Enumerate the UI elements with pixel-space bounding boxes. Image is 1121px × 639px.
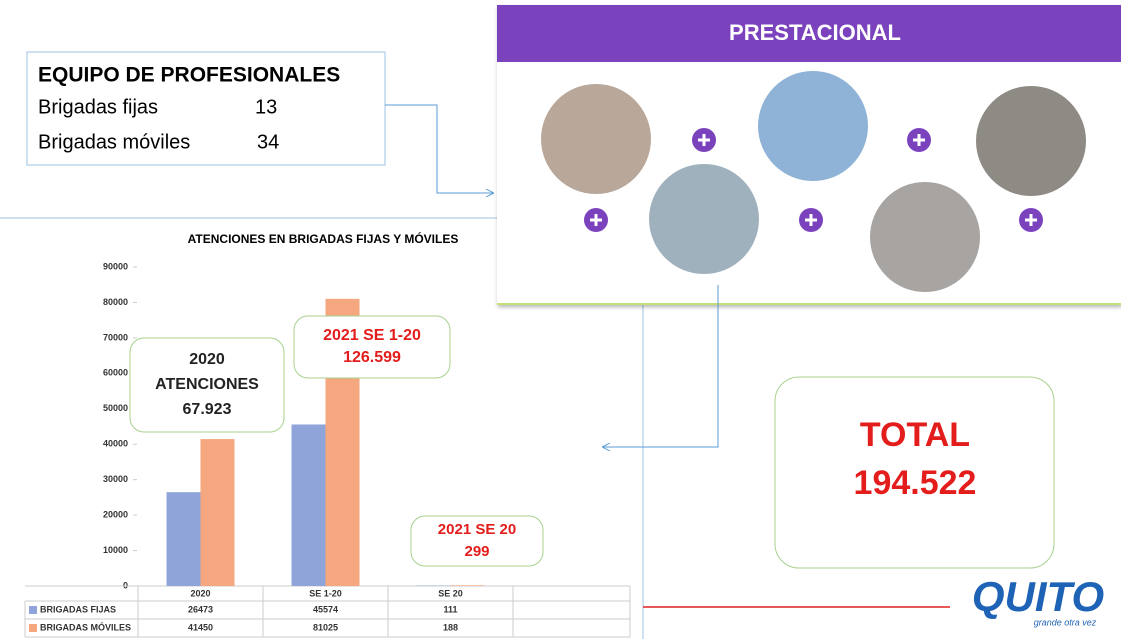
team-title: EQUIPO DE PROFESIONALES [38,64,340,87]
table-value: 45574 [313,604,338,614]
team-value: 13 [255,96,277,118]
callout-text: 2020 [189,351,225,368]
y-tick-label: 50000 [103,403,128,413]
connector [603,285,719,447]
photo [758,71,868,181]
table-value: 41450 [188,622,213,632]
x-tick-label: SE 1-20 [309,588,342,598]
bar [166,492,201,586]
table-value: 81025 [313,622,338,632]
bar [450,585,485,586]
connector [385,104,493,193]
total-box [774,376,1055,569]
panel-title: PRESTACIONAL [729,20,901,45]
callout-text: 67.923 [183,401,232,418]
callout-text: 2021 SE 20 [438,521,516,538]
y-tick-label: 30000 [103,474,128,484]
table-value: 26473 [188,604,213,614]
bar [291,424,326,586]
y-tick-label: 20000 [103,509,128,519]
plus-signs [590,134,1037,226]
callout-text: ATENCIONES [155,376,259,393]
team-box [26,51,386,166]
legend-swatch [29,606,37,614]
table-value: 111 [443,604,457,614]
y-tick-label: 90000 [103,261,128,271]
y-tick-label: 40000 [103,439,128,449]
chart-title: ATENCIONES EN BRIGADAS FIJAS Y MÓVILES [188,231,459,246]
team-label: Brigadas fijas [38,96,158,118]
callout [410,515,544,567]
photo [976,86,1086,196]
photos [541,71,1086,292]
photo [541,84,651,194]
legend-label: BRIGADAS MÓVILES [40,621,131,632]
callout-text: 299 [464,543,489,560]
team-label: Brigadas móviles [38,131,190,153]
y-tick-label: 0 [123,580,128,590]
panel-header [497,5,1121,62]
y-tick-label: 60000 [103,368,128,378]
table-value: 188 [443,622,458,632]
callout-text: 2021 SE 1-20 [323,327,421,344]
callout [293,315,451,379]
logo-slogan: grande otra vez [1034,617,1097,627]
legend-swatch [29,624,37,632]
y-tick-label: 10000 [103,545,128,555]
bar [200,439,235,586]
callout-text: 126.599 [343,349,401,366]
photo [870,182,980,292]
photo [649,164,759,274]
y-tick-label: 70000 [103,332,128,342]
chart: 0 10000 20000 30000 40000 50000 60000 70000 8000… [24,261,631,638]
x-tick-label: SE 20 [438,588,463,598]
logo: QUITO [972,573,1104,621]
total-value: 194.522 [854,464,977,502]
x-tick-label: 2020 [190,588,210,598]
callout [129,337,285,433]
team-value: 34 [257,131,279,153]
y-tick-label: 80000 [103,297,128,307]
total-label: TOTAL [860,416,970,454]
legend-label: BRIGADAS FIJAS [40,604,116,614]
